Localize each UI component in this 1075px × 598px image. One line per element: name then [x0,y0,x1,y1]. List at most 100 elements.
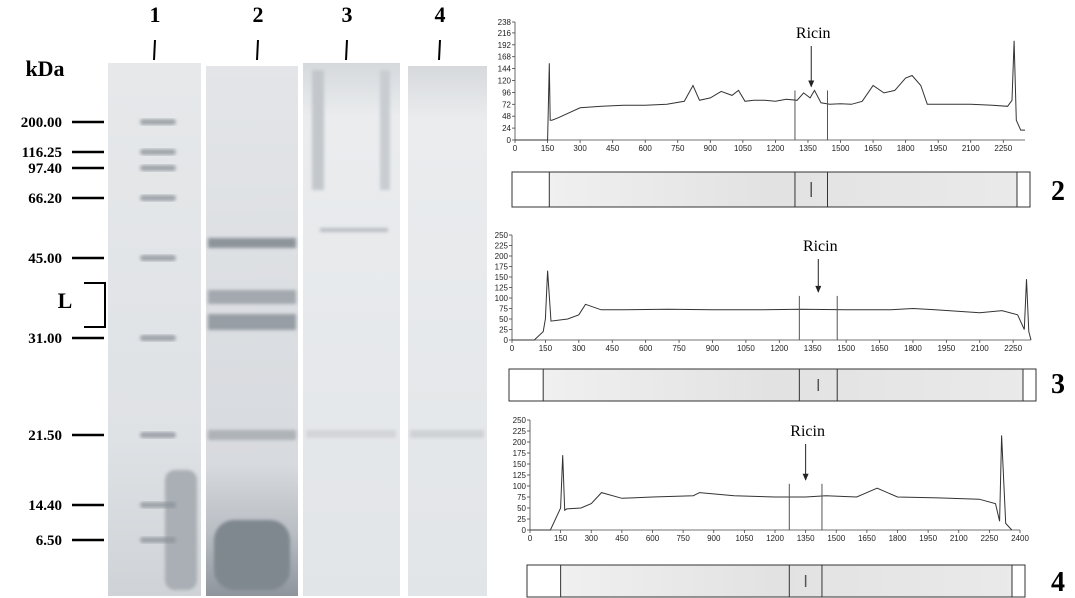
trace [515,40,1025,141]
x-tick-label: 1800 [897,144,915,153]
lane-tick [153,39,156,61]
strip-end [1011,564,1026,598]
y-tick-label: 25 [499,326,508,335]
band [165,470,197,590]
band [320,228,388,232]
strip [526,564,1026,598]
lane-label: 2 [253,2,264,27]
x-tick-label: 1050 [734,144,752,153]
x-tick-label: 2250 [1004,344,1022,353]
lane-tick [345,39,348,61]
x-tick-label: 2250 [994,144,1012,153]
y-tick-label: 75 [517,493,526,502]
y-tick-label: 192 [498,41,512,50]
band [208,238,296,248]
y-tick-label: 120 [498,77,512,86]
y-tick-label: 200 [513,438,527,447]
annotation: Ricin [803,238,838,255]
strip-end [526,564,562,598]
gel-labels: kDa L [25,56,106,328]
x-tick-label: 750 [672,344,686,353]
y-tick-label: 100 [495,294,509,303]
x-tick-label: 750 [671,144,685,153]
marker-label: 97.40 [28,161,62,177]
marker-band [140,255,176,261]
y-tick-label: 200 [495,252,509,261]
y-tick-label: 175 [495,263,509,272]
x-tick-label: 1350 [804,344,822,353]
strip-end [508,368,544,402]
x-tick-label: 2100 [962,144,980,153]
y-tick-label: 125 [513,471,527,480]
y-tick-label: 150 [495,273,509,282]
x-tick-label: 600 [639,344,653,353]
y-tick-label: 100 [513,482,527,491]
marker-band [140,502,176,508]
x-tick-label: 1350 [797,534,815,543]
x-tick-label: 450 [615,534,629,543]
lane-label: 3 [342,2,353,27]
arrow-head [802,473,809,481]
marker-label: 14.40 [28,498,62,514]
x-tick-label: 2100 [950,534,968,543]
strip-end [1016,171,1031,208]
x-tick-label: 750 [676,534,690,543]
band [214,520,290,590]
annotation: Ricin [796,25,831,42]
y-tick-label: 238 [498,18,512,27]
gel: kDa L [25,56,487,596]
x-tick-label: 1800 [889,534,907,543]
annotation: Ricin [790,423,825,440]
y-tick-label: 48 [502,112,511,121]
marker-band [140,165,176,171]
strip-end [1022,368,1037,402]
y-tick-label: 225 [513,427,527,436]
y-tick-label: 144 [498,65,512,74]
x-tick-label: 1350 [799,144,817,153]
x-tick-label: 1650 [858,534,876,543]
x-tick-label: 1500 [827,534,845,543]
arrow-head [815,285,822,293]
band [306,430,396,438]
y-tick-label: 175 [513,449,527,458]
y-tick-label: 168 [498,53,512,62]
x-tick-label: 1200 [770,344,788,353]
marker-label: 116.25 [22,145,62,161]
y-tick-label: 250 [495,231,509,240]
lane-tick [438,39,441,61]
x-tick-label: 1200 [767,144,785,153]
marker-label: 45.00 [28,251,62,267]
marker-band [140,432,176,438]
panel-label: 3 [1051,369,1065,400]
x-tick-label: 1500 [837,344,855,353]
x-tick-label: 900 [707,534,721,543]
x-tick-label: 900 [704,144,718,153]
y-tick-label: 225 [495,242,509,251]
x-tick-label: 1200 [766,534,784,543]
x-tick-label: 1950 [919,534,937,543]
arrow-head [808,80,815,88]
lane-label: 1 [150,2,161,27]
lane-tick [256,39,259,61]
x-tick-label: 150 [554,534,568,543]
lane-4 [408,66,487,596]
marker-band [140,149,176,155]
y-tick-label: 25 [517,515,526,524]
x-tick-label: 1800 [904,344,922,353]
y-tick-label: 0 [507,136,512,145]
x-tick-label: 0 [528,534,533,543]
marker-label: 66.20 [28,191,62,207]
x-tick-label: 1950 [929,144,947,153]
x-tick-label: 150 [541,144,555,153]
marker-label: 6.50 [36,533,62,549]
x-tick-label: 450 [606,344,620,353]
strip-end [511,171,550,208]
marker-label: 21.50 [28,428,62,444]
y-tick-label: 216 [498,29,512,38]
x-tick-label: 1950 [937,344,955,353]
marker-band [140,335,176,341]
marker-band [140,195,176,201]
x-tick-label: 900 [706,344,720,353]
